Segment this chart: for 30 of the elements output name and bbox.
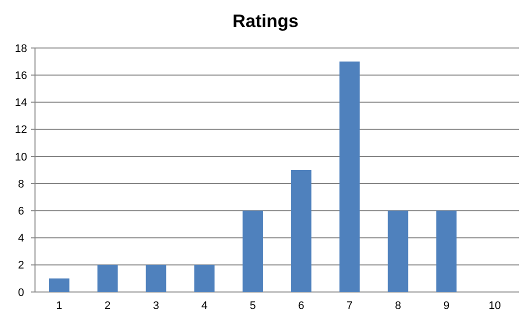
x-tick-label: 10 bbox=[488, 300, 501, 312]
bar bbox=[388, 210, 408, 292]
bar bbox=[49, 278, 70, 292]
x-tick-label: 5 bbox=[250, 300, 256, 312]
y-tick-label: 18 bbox=[14, 42, 28, 55]
y-tick-label: 2 bbox=[18, 260, 24, 272]
y-tick-label: 4 bbox=[18, 232, 24, 245]
x-tick-label: 3 bbox=[152, 300, 160, 312]
y-tick-label: 16 bbox=[14, 70, 28, 82]
x-tick-label: 7 bbox=[346, 300, 353, 312]
x-tick-label: 4 bbox=[201, 300, 208, 312]
chart-title: Ratings bbox=[232, 11, 299, 31]
y-tick-label: 12 bbox=[14, 124, 28, 136]
bar bbox=[242, 210, 263, 292]
y-tick-label: 10 bbox=[14, 151, 28, 164]
y-tick-label: 8 bbox=[18, 178, 24, 190]
bar bbox=[436, 210, 457, 292]
bar bbox=[339, 62, 360, 292]
x-tick-label: 6 bbox=[298, 300, 304, 312]
bar bbox=[146, 264, 166, 292]
y-tick-label: 0 bbox=[18, 286, 24, 299]
x-tick-label: 1 bbox=[56, 300, 62, 312]
x-tick-label: 9 bbox=[443, 300, 450, 312]
x-tick-label: 8 bbox=[394, 300, 402, 312]
y-tick-label: 14 bbox=[14, 97, 28, 110]
bar bbox=[291, 170, 312, 292]
bar bbox=[97, 264, 118, 292]
bar bbox=[194, 264, 215, 292]
y-tick-label: 6 bbox=[18, 206, 24, 218]
x-tick-label: 2 bbox=[104, 300, 111, 312]
